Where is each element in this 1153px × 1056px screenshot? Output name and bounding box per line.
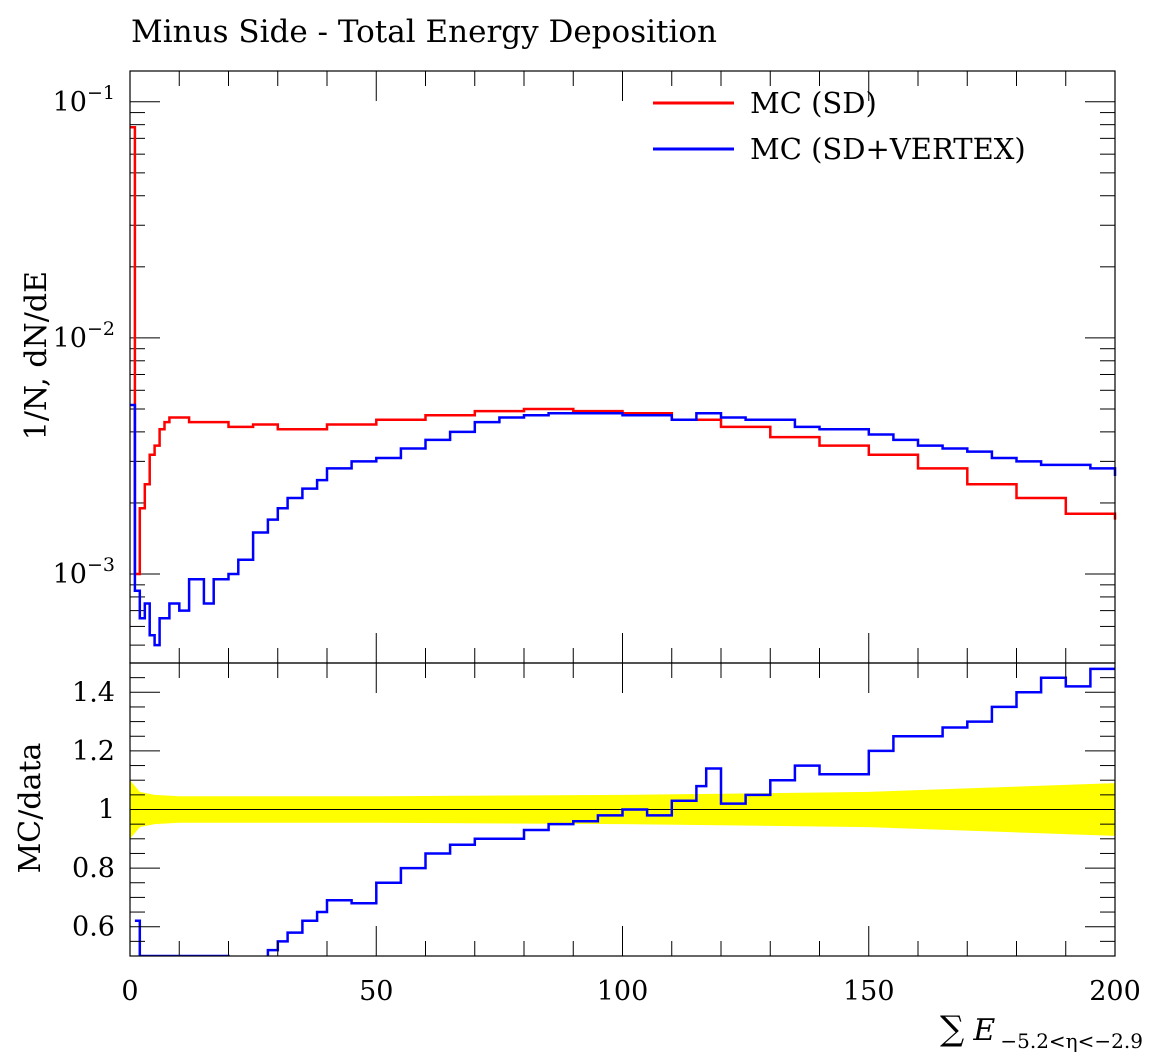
legend-label-mc-sd: MC (SD) [750, 86, 877, 120]
x-tick-label: 150 [843, 976, 895, 1007]
main-series-group [130, 126, 1117, 647]
legend: MC (SD) MC (SD+VERTEX) [653, 86, 1026, 166]
legend-label-mc-sd-vertex: MC (SD+VERTEX) [750, 132, 1026, 166]
main-panel: 10−1 10−2 10−3 1/N, dN/dE [19, 70, 1117, 664]
ratio-series-group [134, 667, 1115, 956]
ratio-y-tick-label: 1 [98, 795, 115, 826]
main-y-tick-label: 10−1 [53, 82, 115, 118]
x-tick-label: 0 [121, 976, 138, 1007]
main-y-axis-title: 1/N, dN/dE [19, 271, 54, 440]
ratio-series-line-0 [134, 667, 1115, 956]
x-tick-label: 100 [597, 976, 649, 1007]
ratio-y-tick-label: 0.8 [72, 853, 115, 884]
ratio-y-tick-labels: 0.6 0.8 1 1.2 1.4 [72, 677, 115, 942]
main-series-line-1 [130, 403, 1117, 647]
ratio-frame [129, 662, 1116, 957]
ratio-y-tick-label: 1.4 [72, 677, 115, 708]
x-tick-labels: 0 50 100 150 200 [121, 976, 1140, 1007]
ratio-y-axis-title: MC/data [13, 742, 48, 873]
main-ticks [129, 71, 1116, 663]
main-y-tick-labels: 10−1 10−2 10−3 [53, 82, 115, 590]
ratio-y-tick-label: 1.2 [72, 736, 115, 767]
main-y-tick-label: 10−2 [53, 318, 115, 354]
ratio-y-tick-label: 0.6 [72, 912, 115, 943]
ratio-panel: 0.6 0.8 1 1.2 1.4 0 50 100 150 200 MC/data [13, 662, 1141, 1007]
main-y-tick-label: 10−3 [53, 554, 115, 590]
x-tick-label: 200 [1089, 976, 1141, 1007]
x-tick-label: 50 [359, 976, 393, 1007]
main-series-line-0 [130, 126, 1117, 576]
plot-title: Minus Side - Total Energy Deposition [131, 14, 717, 50]
x-axis-title: ∑ E −5.2<η<−2.9 [940, 1009, 1143, 1053]
